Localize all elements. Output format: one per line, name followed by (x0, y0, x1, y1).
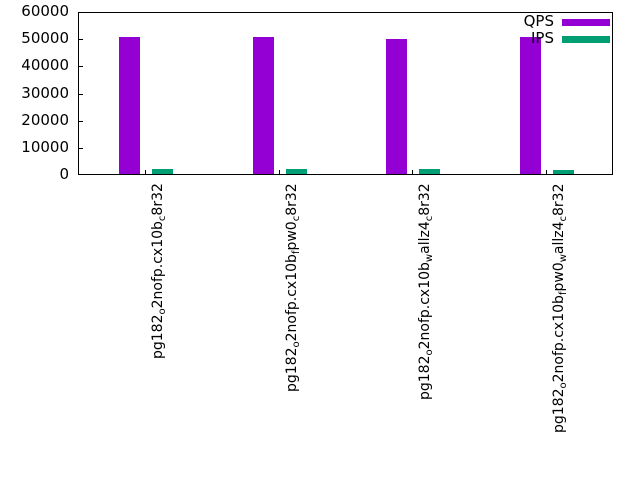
legend-entry-ips: IPS (500, 30, 610, 47)
y-tick-label: 50000 (21, 29, 69, 48)
x-tick-label: pg182o2nofp.cx10bfpw0c8r32 (284, 183, 302, 392)
y-tick-label: 0 (59, 165, 69, 183)
x-tick-mark (279, 170, 280, 175)
legend-label-ips: IPS (531, 29, 554, 47)
x-tick-label: pg182o2nofp.cx10bfpw0wallz4c8r32 (551, 183, 569, 434)
x-tick-mark (412, 170, 413, 175)
y-tick-label: 10000 (21, 137, 69, 156)
plot-area (78, 12, 613, 175)
chart-legend: QPS IPS (500, 13, 610, 47)
bar-qps-2 (386, 39, 408, 174)
bar-ips-2 (419, 169, 441, 174)
legend-swatch-qps (562, 19, 610, 26)
legend-label-qps: QPS (523, 12, 554, 30)
bar-qps-0 (118, 36, 140, 174)
x-tick-mark (145, 170, 146, 175)
y-tick-label: 60000 (21, 2, 69, 20)
legend-swatch-ips (562, 36, 610, 43)
y-tick-mark (78, 39, 83, 41)
x-tick-label: pg182o2nofp.cx10bc8r32 (150, 183, 168, 359)
y-tick-mark (78, 93, 83, 95)
y-tick-mark (78, 120, 83, 122)
legend-entry-qps: QPS (500, 13, 610, 30)
y-tick-label: 40000 (21, 56, 69, 75)
bar-qps-1 (252, 36, 274, 174)
x-tick-mark (546, 170, 547, 175)
bar-ips-1 (285, 169, 307, 174)
y-tick-mark (78, 66, 83, 68)
bar-qps-3 (520, 37, 542, 174)
bar-ips-3 (553, 169, 575, 174)
x-tick-label: pg182o2nofp.cx10bwallz4c8r32 (417, 183, 435, 400)
y-tick-mark (78, 147, 83, 149)
y-tick-label: 30000 (21, 83, 69, 102)
bar-ips-0 (151, 169, 173, 174)
y-tick-label: 20000 (21, 110, 69, 129)
